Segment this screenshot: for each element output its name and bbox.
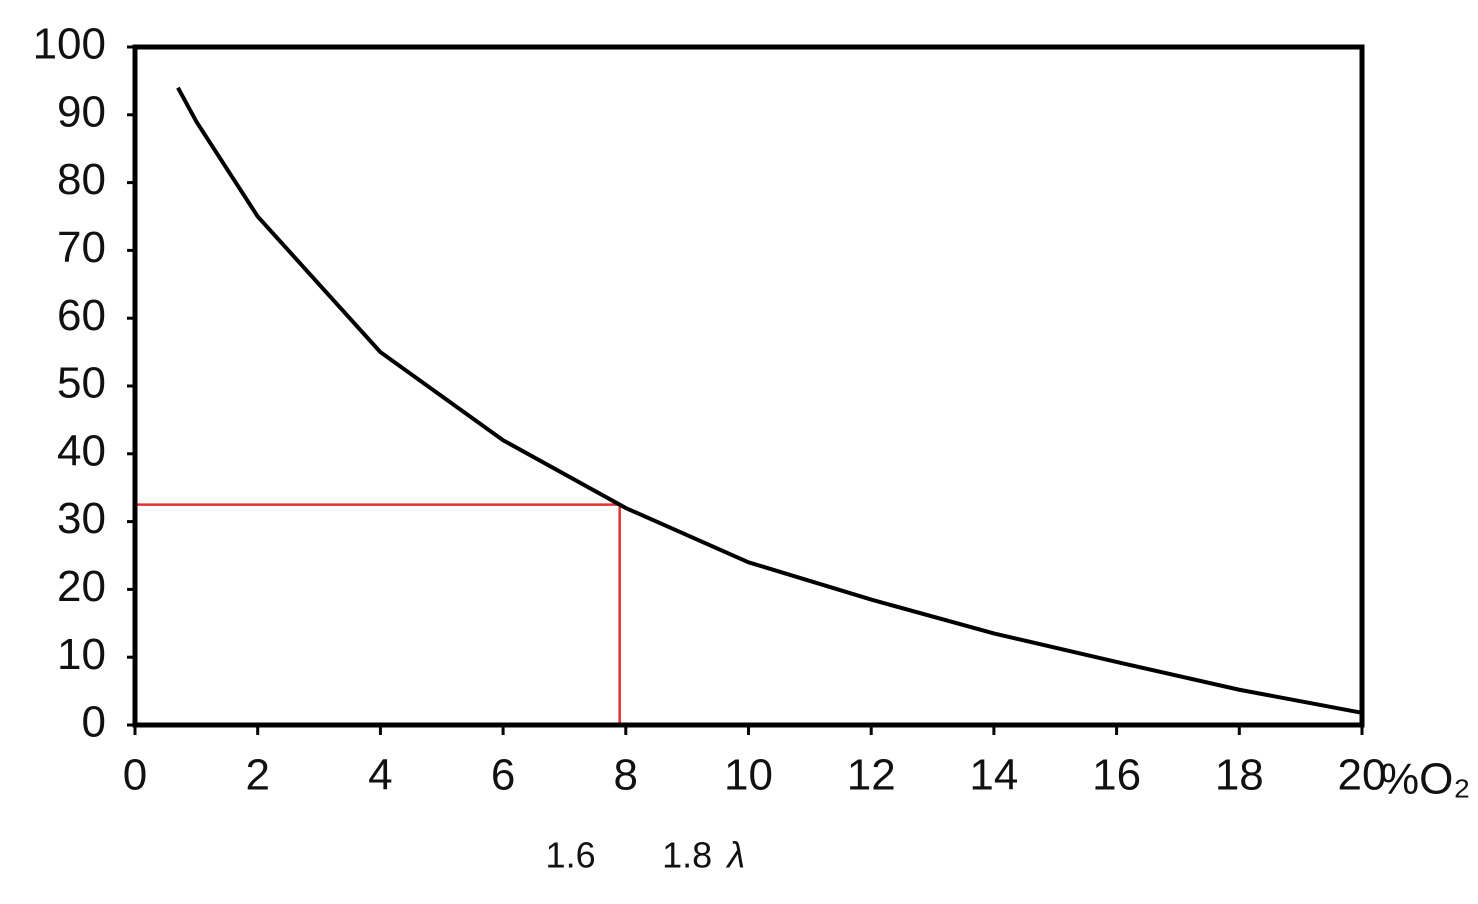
y-tick-label: 50 <box>57 359 106 408</box>
x-tick-label: 12 <box>847 751 896 800</box>
y-tick-label: 20 <box>57 562 106 611</box>
y-tick-label: 80 <box>57 155 106 204</box>
y-tick-label: 40 <box>57 426 106 475</box>
y-tick-label: 100 <box>33 20 106 69</box>
curve <box>176 86 1363 715</box>
x-tick-label: 0 <box>123 751 147 800</box>
x-tick-label: 18 <box>1215 751 1264 800</box>
x-tick-label: 14 <box>969 751 1018 800</box>
y-tick-label: 10 <box>57 630 106 679</box>
x-tick-label: 6 <box>491 751 515 800</box>
x-tick-label: 20 <box>1338 751 1387 800</box>
y-tick-label: 0 <box>82 698 106 747</box>
annotation: 1.8 <box>662 835 712 876</box>
x-axis-label: %O₂ <box>1380 755 1470 804</box>
x-tick-label: 8 <box>614 751 638 800</box>
y-tick-label: 90 <box>57 87 106 136</box>
y-tick-label: 70 <box>57 223 106 272</box>
y-tick-label: 60 <box>57 291 106 340</box>
y-tick-label: 30 <box>57 494 106 543</box>
x-tick-label: 16 <box>1092 751 1141 800</box>
annotation: 1.6 <box>546 835 596 876</box>
annotation: λ <box>725 835 745 876</box>
x-tick-label: 10 <box>724 751 773 800</box>
x-tick-label: 4 <box>368 751 392 800</box>
x-tick-label: 2 <box>245 751 269 800</box>
plot-frame <box>132 44 1365 728</box>
